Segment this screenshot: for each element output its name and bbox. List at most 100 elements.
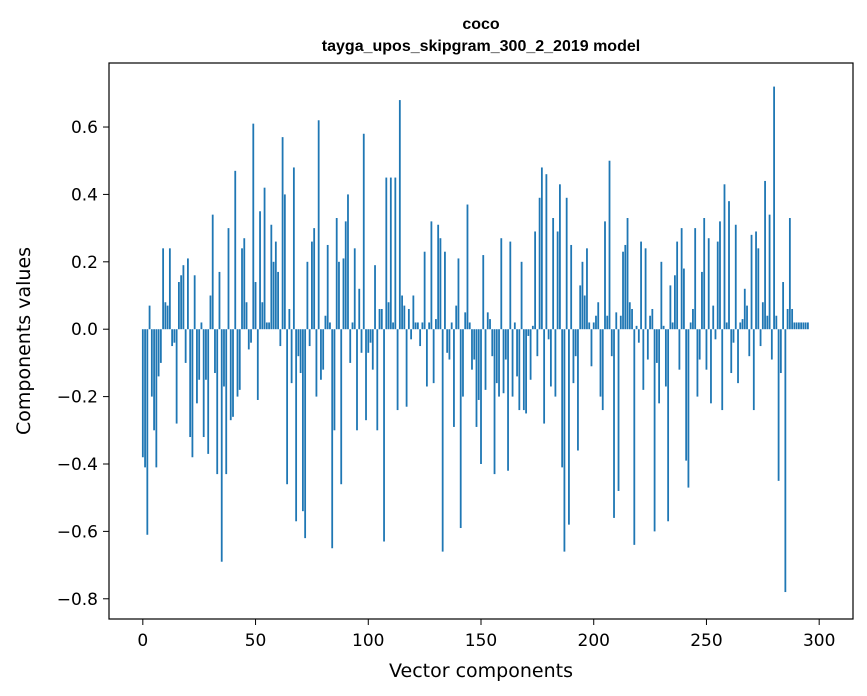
bar-33 xyxy=(216,329,219,475)
bar-246 xyxy=(696,329,699,397)
bar-286 xyxy=(786,308,789,330)
bar-92 xyxy=(349,329,352,363)
bar-268 xyxy=(746,305,748,330)
bar-30 xyxy=(209,295,212,330)
bar-18 xyxy=(182,265,185,330)
bar-16 xyxy=(177,282,180,330)
bar-52 xyxy=(259,211,261,330)
bar-197 xyxy=(586,248,588,330)
bar-274 xyxy=(759,329,762,347)
x-axis-label: Vector components xyxy=(389,660,573,682)
bar-241 xyxy=(685,329,688,461)
bar-199 xyxy=(590,329,593,367)
y-tick-label: −0.2 xyxy=(57,388,98,408)
bar-47 xyxy=(247,329,250,350)
bar-226 xyxy=(651,308,654,330)
bar-117 xyxy=(405,329,408,407)
bar-27 xyxy=(202,329,205,438)
bar-0 xyxy=(141,329,144,458)
bar-93 xyxy=(351,322,354,330)
bar-70 xyxy=(299,329,302,374)
bar-265 xyxy=(739,322,742,330)
bar-141 xyxy=(459,329,462,529)
bar-260 xyxy=(728,201,730,330)
bar-147 xyxy=(473,329,476,360)
bar-245 xyxy=(694,228,697,330)
bar-23 xyxy=(193,275,196,330)
bar-94 xyxy=(353,248,356,330)
bar-179 xyxy=(545,174,548,330)
bar-66 xyxy=(290,329,293,384)
bar-48 xyxy=(250,329,252,343)
bar-204 xyxy=(601,329,604,411)
bar-190 xyxy=(570,244,573,330)
bar-239 xyxy=(680,228,683,330)
bar-150 xyxy=(480,329,482,464)
bar-140 xyxy=(457,258,460,330)
bar-159 xyxy=(500,238,503,330)
bar-158 xyxy=(498,329,500,397)
bar-46 xyxy=(245,302,248,330)
bar-207 xyxy=(608,160,611,330)
bar-169 xyxy=(522,329,525,411)
bar-97 xyxy=(360,329,363,353)
bar-50 xyxy=(254,282,257,330)
bar-10 xyxy=(164,302,167,330)
bar-206 xyxy=(606,315,609,330)
bar-144 xyxy=(466,204,469,330)
chart-subtitle: tayga_upos_skipgram_300_2_2019 model xyxy=(322,38,640,55)
bar-223 xyxy=(644,248,647,330)
bar-17 xyxy=(180,275,183,330)
bar-31 xyxy=(211,214,214,330)
bar-119 xyxy=(410,329,413,340)
bar-292 xyxy=(800,322,803,330)
bar-233 xyxy=(667,329,670,522)
y-axis-ticks: 0.6 0.4 0.2 0.0 −0.2 −0.4 −0.6 −0.8 xyxy=(57,118,109,610)
bar-72 xyxy=(304,329,307,539)
bar-56 xyxy=(268,322,270,330)
bar-262 xyxy=(732,329,735,343)
bar-171 xyxy=(527,329,530,336)
bar-122 xyxy=(416,322,419,330)
bar-185 xyxy=(559,184,561,330)
bar-232 xyxy=(664,329,667,387)
bar-142 xyxy=(462,329,464,397)
bar-153 xyxy=(486,312,489,330)
bar-42 xyxy=(236,329,239,397)
bar-139 xyxy=(455,305,458,330)
bar-188 xyxy=(565,197,568,330)
bar-176 xyxy=(538,197,541,330)
bar-196 xyxy=(583,295,586,330)
bar-231 xyxy=(662,325,665,330)
bar-285 xyxy=(784,329,787,593)
bar-155 xyxy=(491,329,494,357)
bar-104 xyxy=(376,329,379,431)
bar-80 xyxy=(322,329,325,370)
bar-38 xyxy=(227,228,230,330)
y-tick-label: −0.6 xyxy=(57,522,98,542)
bar-63 xyxy=(283,194,286,330)
bar-121 xyxy=(414,322,417,330)
bar-132 xyxy=(439,238,442,330)
bar-90 xyxy=(344,221,347,330)
bar-34 xyxy=(218,271,221,330)
bar-112 xyxy=(394,177,397,330)
bar-137 xyxy=(450,322,453,330)
bar-138 xyxy=(453,329,455,427)
bar-120 xyxy=(412,295,415,330)
bar-128 xyxy=(430,221,433,330)
bar-146 xyxy=(471,329,473,370)
bar-258 xyxy=(723,184,726,330)
bar-255 xyxy=(716,241,719,330)
bar-294 xyxy=(804,322,807,330)
bar-98 xyxy=(362,133,365,330)
bar-91 xyxy=(347,194,349,330)
bar-40 xyxy=(232,329,234,417)
chart-title: coco xyxy=(462,16,500,33)
bar-86 xyxy=(335,218,338,330)
bar-149 xyxy=(477,329,480,400)
bar-107 xyxy=(383,329,385,542)
bar-186 xyxy=(561,329,564,468)
bar-77 xyxy=(315,329,318,397)
